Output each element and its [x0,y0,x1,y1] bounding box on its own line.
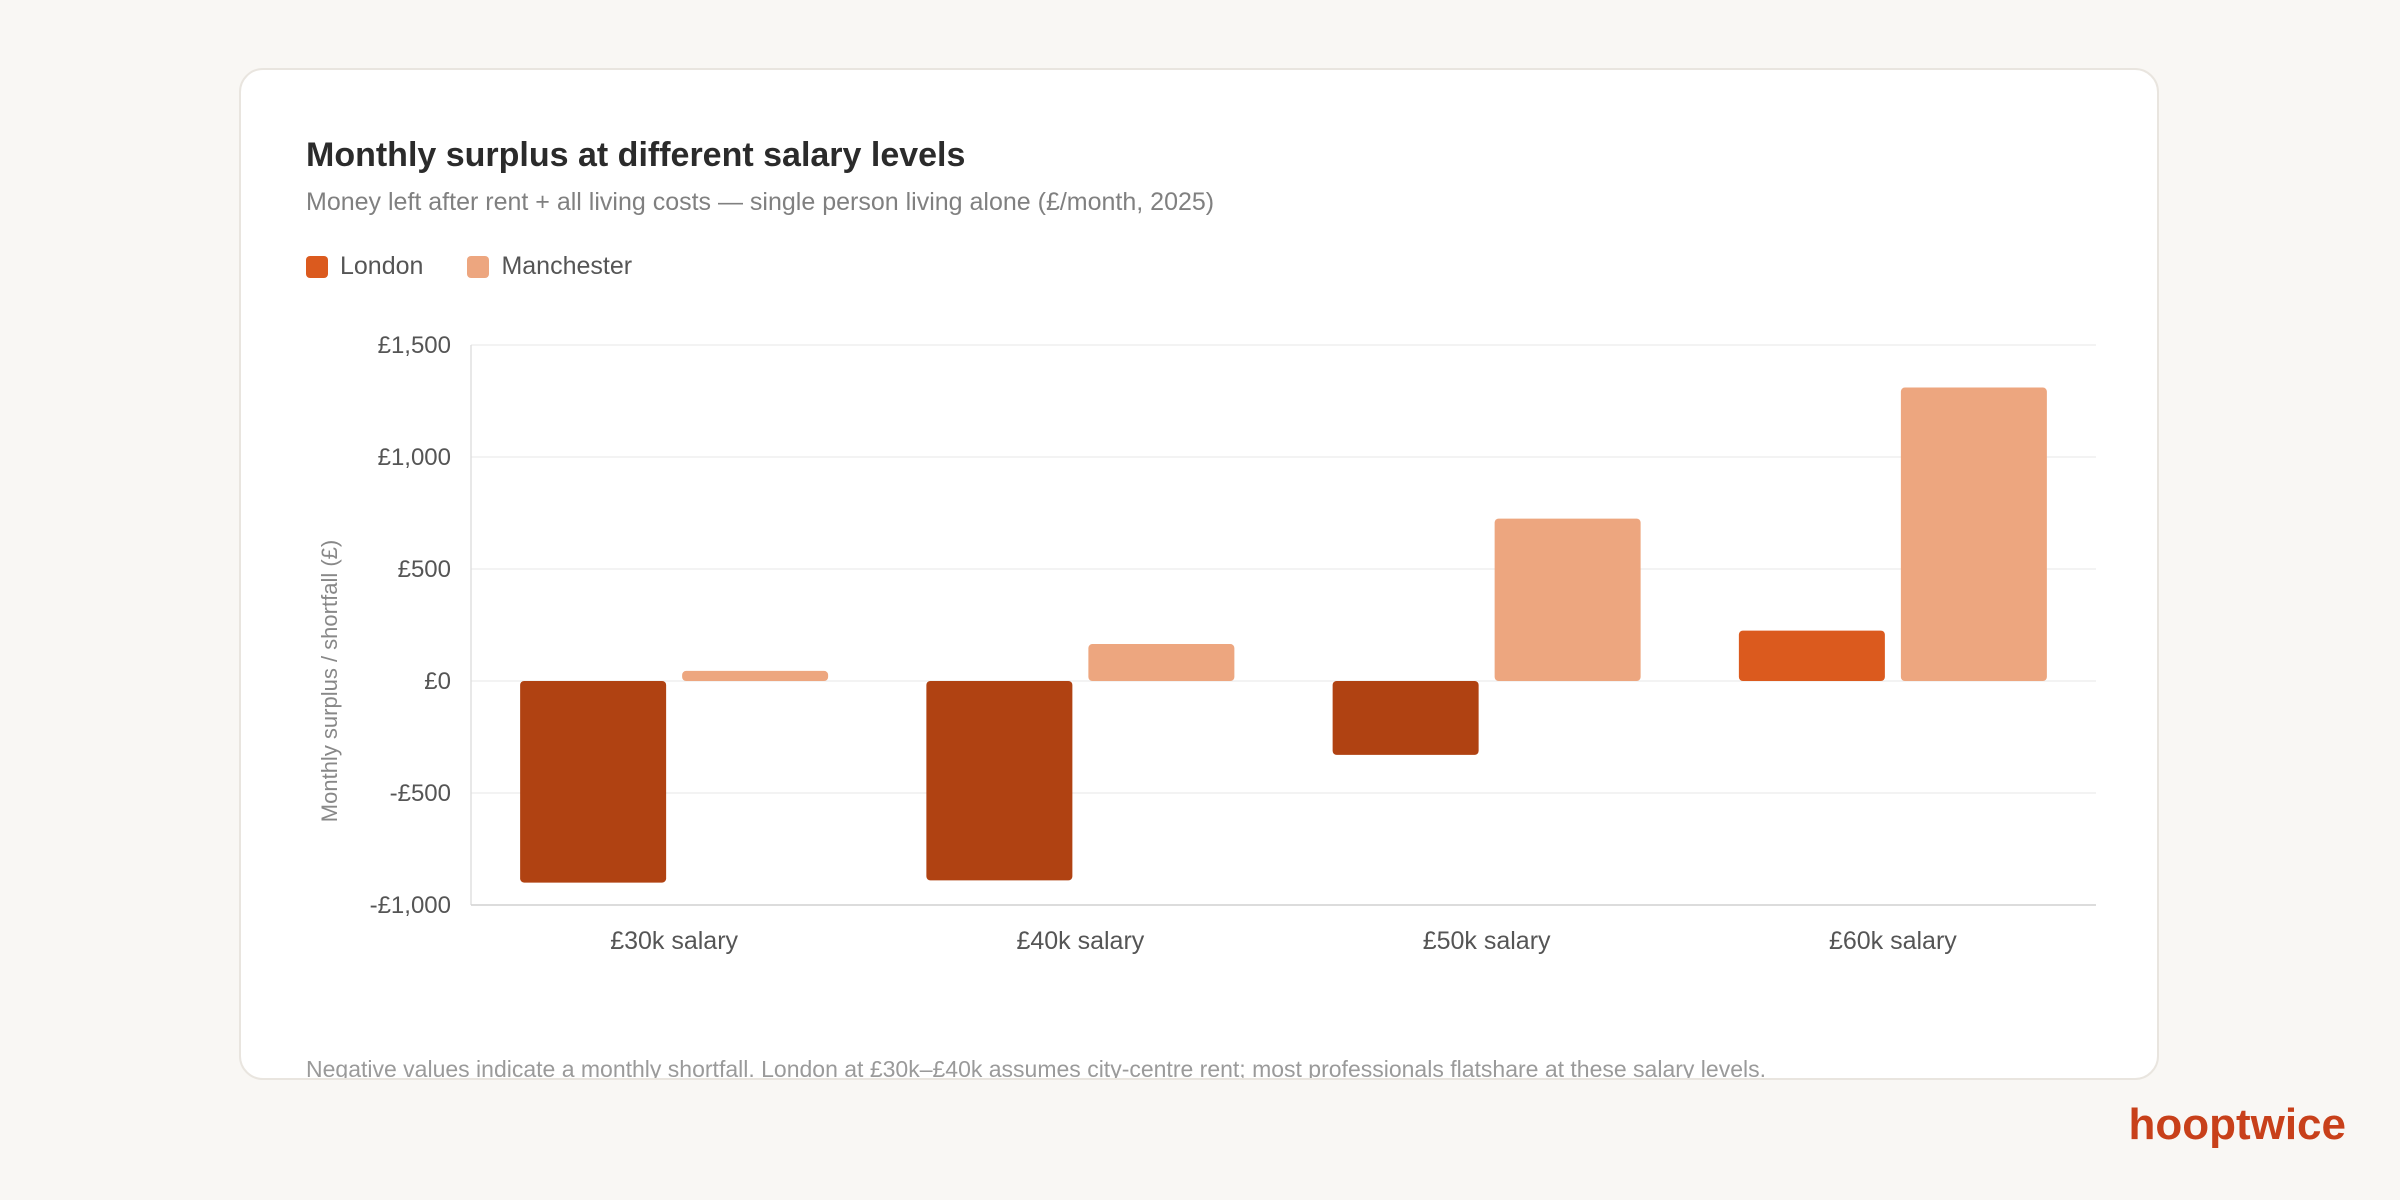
y-tick-label: £1,000 [378,444,451,471]
chart-title: Monthly surplus at different salary leve… [306,136,966,174]
bar-manchester-1 [682,670,829,681]
bar-manchester-3 [1494,518,1641,681]
legend-item-manchester: Manchester [467,252,632,281]
bar-london-2 [926,681,1073,881]
y-tick-label: £0 [424,668,451,695]
chart-legend: London Manchester [306,252,676,281]
legend-swatch-manchester [467,255,490,278]
chart-footnote: Negative values indicate a monthly short… [306,1056,1766,1080]
y-axis-title: Monthly surplus / shortfall (£) [317,540,342,822]
y-tick-label: £500 [398,556,451,583]
legend-item-london: London [306,252,423,281]
bar-london-1 [520,681,667,883]
x-tick-label: £30k salary [610,927,738,955]
chart-subtitle: Money left after rent + all living costs… [306,188,1215,216]
bar-london-4 [1738,630,1885,681]
legend-swatch-london [306,255,328,278]
chart-plot: -£1,000 -£500 £0 £500 £1,000 £1,500 Monthly su… [317,332,2096,955]
y-tick-label: £1,500 [378,332,451,359]
chart-card: Monthly surplus at different salary leve… [239,68,2159,1080]
bar-manchester-2 [1088,644,1235,681]
brand-watermark: hooptwice [2128,1100,2346,1149]
x-tick-label: £60k salary [1829,927,1957,955]
x-tick-label: £50k salary [1423,927,1551,955]
y-tick-label: -£1,000 [370,892,451,919]
y-tick-label: -£500 [390,780,451,807]
legend-label-manchester: Manchester [501,252,633,280]
legend-label-london: London [340,252,424,280]
bar-manchester-4 [1900,387,2047,681]
x-tick-label: £40k salary [1016,927,1144,955]
bar-london-3 [1332,681,1479,755]
